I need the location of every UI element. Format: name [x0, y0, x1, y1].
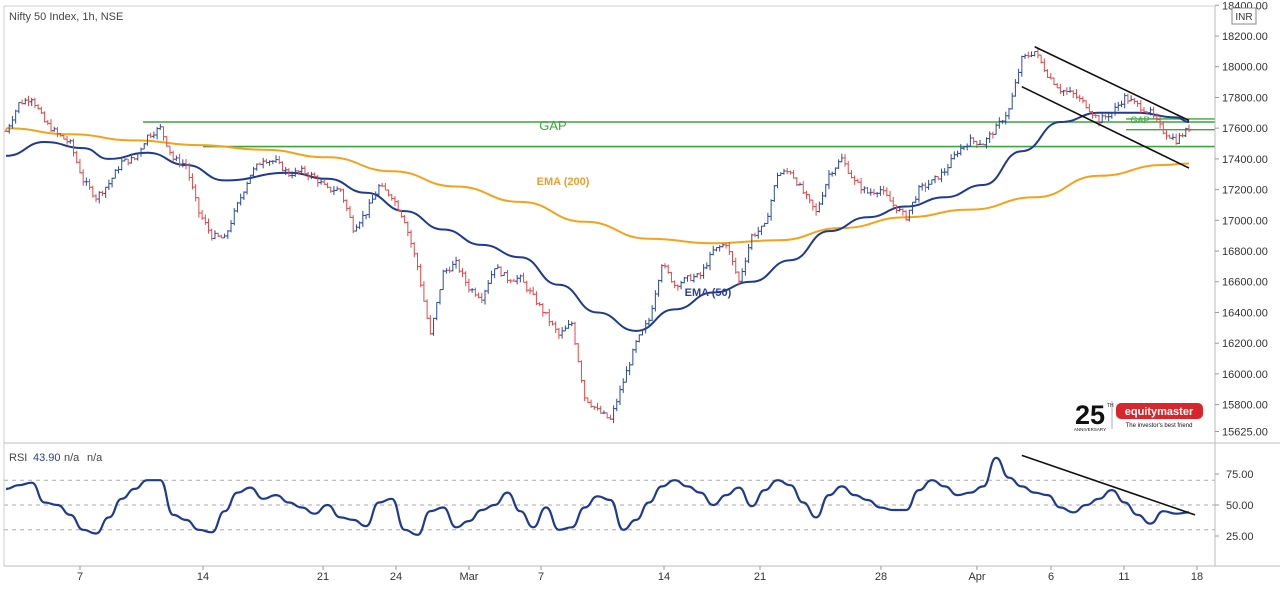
chart-title: Nifty 50 Index, 1h, NSE — [9, 11, 123, 23]
candles — [4, 48, 1191, 424]
price-tick-label: 16800.00 — [1222, 246, 1268, 258]
channel-upper-line — [1034, 46, 1190, 122]
price-tick-label: 15625.00 — [1222, 427, 1268, 439]
time-tick-label: 14 — [658, 571, 670, 583]
time-tick-label: 7 — [77, 571, 83, 583]
brand-name: equitymaster — [1125, 406, 1194, 418]
rsi-line — [5, 456, 1190, 536]
channel-lines — [1021, 46, 1190, 169]
ema-50-label: EMA (50) — [685, 287, 732, 299]
ema-200 — [5, 127, 1190, 245]
rsi-axis: 75.00 50.00 25.00 — [1215, 469, 1254, 543]
ema-50 — [5, 111, 1190, 332]
price-axis: 18400.0018200.0018000.0017800.0017600.00… — [3, 0, 1280, 567]
price-tick-label: 16400.00 — [1222, 307, 1268, 319]
price-tick-label: 15800.00 — [1222, 400, 1268, 412]
time-tick-label: 18 — [1191, 571, 1203, 583]
time-tick-label: 24 — [390, 571, 402, 583]
price-tick-label: 17800.00 — [1222, 92, 1268, 104]
price-tick-label: 17600.00 — [1222, 123, 1268, 135]
anniversary-sup: TH — [1107, 403, 1114, 409]
time-tick-label: 7 — [538, 571, 544, 583]
time-tick-label: 6 — [1048, 571, 1054, 583]
gap-band — [143, 118, 1215, 148]
gap-label: GAP — [539, 118, 566, 133]
rsi-value: 43.90 — [33, 452, 61, 464]
rsi-trendline — [1021, 454, 1196, 516]
rsi-tick-label: 75.00 — [1226, 469, 1254, 481]
price-tick-label: 17200.00 — [1222, 185, 1268, 197]
price-tick-label: 17400.00 — [1222, 154, 1268, 166]
brand-tagline: The investor's best friend — [1126, 423, 1193, 429]
price-bar — [1187, 124, 1191, 133]
time-tick-label: 28 — [875, 571, 887, 583]
price-tick-label: 16600.00 — [1222, 277, 1268, 289]
rsi-extra-1: n/a — [64, 452, 80, 464]
rsi-panel: RSI 43.90 n/a n/a — [4, 452, 1215, 536]
time-tick-label: 11 — [1118, 571, 1129, 583]
rsi-series-line — [5, 456, 1190, 536]
price-tick-label: 18200.00 — [1222, 31, 1268, 43]
rsi-title: RSI — [9, 452, 27, 464]
rsi-tick-label: 50.00 — [1226, 500, 1254, 512]
price-panel: Nifty 50 Index, 1h, NSE GAP GAP EMA (200… — [4, 11, 1215, 424]
anniversary-sub: ANNIVERSARY — [1074, 427, 1106, 432]
price-tick-label: 17000.00 — [1222, 215, 1268, 227]
time-axis: 7 14 21 24 Mar 7 14 21 28 Apr 6 11 18 — [77, 566, 1203, 583]
equitymaster-logo: 25 TH ANNIVERSARY equitymaster The inves… — [1074, 400, 1203, 432]
price-tick-label: 18000.00 — [1222, 62, 1268, 74]
time-tick-label: 21 — [317, 571, 329, 583]
time-tick-label: Apr — [968, 571, 985, 583]
price-tick-label: 16200.00 — [1222, 338, 1268, 350]
currency-badge: INR — [1231, 7, 1257, 25]
currency-label: INR — [1235, 12, 1252, 23]
rsi-extra-2: n/a — [87, 452, 103, 464]
rsi-trendline-stroke — [1021, 454, 1196, 516]
gap-label-2: GAP — [1130, 115, 1149, 125]
ema-50-line — [5, 111, 1190, 332]
time-tick-label: 14 — [197, 571, 209, 583]
anniversary-number: 25 — [1075, 400, 1105, 430]
price-tick-label: 16000.00 — [1222, 369, 1268, 381]
time-tick-label: 21 — [754, 571, 766, 583]
rsi-tick-label: 25.00 — [1226, 531, 1254, 543]
ema-200-label: EMA (200) — [537, 176, 590, 188]
ema-200-line — [5, 127, 1190, 245]
channel-lower-line — [1021, 85, 1190, 169]
time-tick-label: Mar — [460, 571, 479, 583]
